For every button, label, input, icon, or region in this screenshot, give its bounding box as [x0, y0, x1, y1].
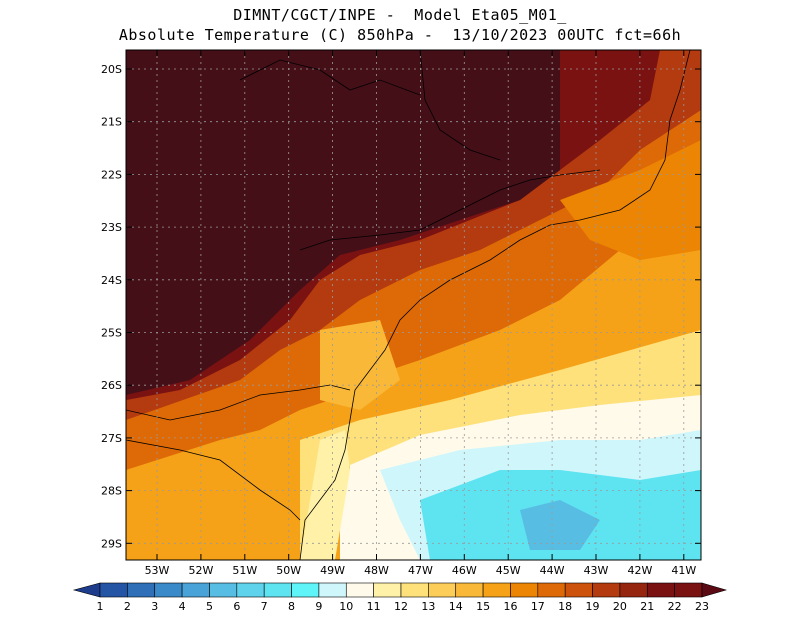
map-title-line1: DIMNT/CGCT/INPE - Model Eta05_M01_ — [233, 6, 567, 24]
lat-label-29S: 29S — [101, 537, 122, 550]
colorbar-label-9: 9 — [315, 600, 322, 613]
lat-label-28S: 28S — [101, 485, 122, 498]
colorbar-swatch — [263, 582, 292, 598]
colorbar-label-5: 5 — [206, 600, 213, 613]
colorbar-swatch — [181, 582, 210, 598]
colorbar-label-8: 8 — [288, 600, 295, 613]
map-title-line2: Absolute Temperature (C) 850hPa - 13/10/… — [118, 26, 682, 44]
colorbar-swatch — [674, 582, 703, 598]
colorbar-swatch — [236, 582, 265, 598]
lon-label-52W: 52W — [188, 564, 213, 577]
lon-label-51W: 51W — [232, 564, 257, 577]
lon-label-48W: 48W — [364, 564, 389, 577]
plot-frame — [125, 49, 702, 561]
lon-label-49W: 49W — [320, 564, 345, 577]
colorbar-swatch — [510, 582, 539, 598]
colorbar-arrow-low — [72, 582, 101, 598]
colorbar-swatch — [564, 582, 593, 598]
colorbar-label-3: 3 — [151, 600, 158, 613]
colorbar-swatch — [482, 582, 511, 598]
colorbar-swatch — [291, 582, 320, 598]
colorbar-swatch — [209, 582, 238, 598]
colorbar-label-2: 2 — [124, 600, 131, 613]
colorbar-swatch — [400, 582, 429, 598]
colorbar-label-11: 11 — [367, 600, 381, 613]
colorbar-label-14: 14 — [449, 600, 463, 613]
colorbar-label-16: 16 — [503, 600, 517, 613]
lat-label-22S: 22S — [101, 168, 122, 181]
colorbar-swatch — [455, 582, 484, 598]
lat-label-21S: 21S — [101, 116, 122, 129]
colorbar-label-7: 7 — [261, 600, 268, 613]
colorbar-swatch — [428, 582, 457, 598]
lat-label-20S: 20S — [101, 63, 122, 76]
colorbar-label-1: 1 — [97, 600, 104, 613]
lon-label-50W: 50W — [276, 564, 301, 577]
colorbar-swatch — [345, 582, 374, 598]
colorbar-label-23: 23 — [695, 600, 709, 613]
lat-label-24S: 24S — [101, 274, 122, 287]
colorbar-arrow-high — [701, 582, 728, 598]
colorbar-label-6: 6 — [233, 600, 240, 613]
colorbar-swatch — [646, 582, 675, 598]
lon-label-45W: 45W — [496, 564, 521, 577]
colorbar-label-10: 10 — [339, 600, 353, 613]
temperature-field — [126, 50, 701, 560]
colorbar-label-22: 22 — [668, 600, 682, 613]
lon-label-43W: 43W — [584, 564, 609, 577]
colorbar: 1 2 3 4 5 6 7 8 9 10 11 12 13 14 15 16 17 18 19 20 21 22 23 — [72, 582, 728, 613]
lon-label-42W: 42W — [627, 564, 652, 577]
colorbar-swatch — [154, 582, 183, 598]
colorbar-swatch — [592, 582, 621, 598]
lat-label-23S: 23S — [101, 221, 122, 234]
lat-label-25S: 25S — [101, 327, 122, 340]
lat-label-26S: 26S — [101, 379, 122, 392]
lon-label-53W: 53W — [145, 564, 170, 577]
colorbar-swatch — [373, 582, 402, 598]
lon-label-47W: 47W — [408, 564, 433, 577]
colorbar-swatch — [99, 582, 128, 598]
colorbar-swatch — [127, 582, 156, 598]
colorbar-label-15: 15 — [476, 600, 490, 613]
colorbar-label-13: 13 — [421, 600, 435, 613]
colorbar-label-18: 18 — [558, 600, 572, 613]
colorbar-swatch — [318, 582, 347, 598]
colorbar-swatch — [619, 582, 648, 598]
latitude-labels: 20S 21S 22S 23S 24S 25S 26S 27S 28S 29S — [101, 63, 701, 550]
lat-label-27S: 27S — [101, 432, 122, 445]
colorbar-label-12: 12 — [394, 600, 408, 613]
colorbar-label-17: 17 — [531, 600, 545, 613]
lon-label-44W: 44W — [540, 564, 565, 577]
lon-label-41W: 41W — [671, 564, 696, 577]
coastline-borders — [126, 50, 691, 560]
lon-label-46W: 46W — [452, 564, 477, 577]
colorbar-swatch — [537, 582, 566, 598]
colorbar-label-4: 4 — [179, 600, 186, 613]
colorbar-label-20: 20 — [613, 600, 627, 613]
longitude-labels: 53W 52W 51W 50W 49W 48W 47W 46W 45W 44W 43W 42W 41W — [145, 50, 696, 577]
graticule — [126, 50, 701, 560]
colorbar-label-21: 21 — [640, 600, 654, 613]
colorbar-label-19: 19 — [586, 600, 600, 613]
